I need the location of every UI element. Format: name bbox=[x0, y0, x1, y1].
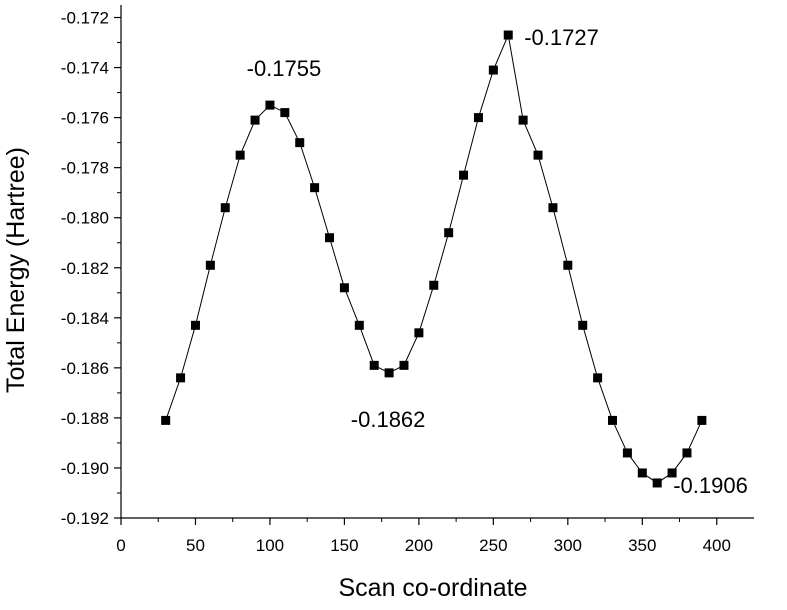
y-axis-title: Total Energy (Hartree) bbox=[2, 147, 30, 393]
data-point bbox=[384, 368, 394, 378]
series-line-group bbox=[165, 33, 703, 484]
y-tick-label: -0.186 bbox=[61, 359, 109, 378]
data-point bbox=[608, 415, 618, 425]
data-point bbox=[682, 448, 692, 458]
x-tick-label: 50 bbox=[186, 536, 205, 555]
data-point bbox=[176, 373, 186, 383]
x-tick-label: 200 bbox=[405, 536, 433, 555]
x-tick-label: 300 bbox=[554, 536, 582, 555]
data-point bbox=[235, 150, 245, 160]
y-tick-label: -0.176 bbox=[61, 109, 109, 128]
data-point bbox=[503, 30, 513, 40]
y-tick-label: -0.188 bbox=[61, 409, 109, 428]
annotation-label: -0.1755 bbox=[247, 56, 322, 81]
axes bbox=[120, 5, 754, 519]
y-tick-label: -0.178 bbox=[61, 159, 109, 178]
data-point bbox=[399, 360, 409, 370]
annotation-label: -0.1862 bbox=[351, 407, 426, 432]
data-point bbox=[354, 320, 364, 330]
data-point bbox=[280, 108, 290, 118]
data-point bbox=[250, 115, 260, 125]
y-tick-label: -0.174 bbox=[61, 59, 109, 78]
data-point bbox=[205, 260, 215, 270]
annotation-label: -0.1906 bbox=[673, 473, 748, 498]
data-point bbox=[220, 203, 230, 213]
x-axis-title: Scan co-ordinate bbox=[338, 574, 527, 602]
data-point bbox=[444, 228, 454, 238]
data-point bbox=[473, 113, 483, 123]
y-tick-label: -0.182 bbox=[61, 259, 109, 278]
data-point bbox=[488, 65, 498, 75]
data-point bbox=[190, 320, 200, 330]
data-point bbox=[369, 360, 379, 370]
data-point bbox=[161, 415, 171, 425]
data-point bbox=[533, 150, 543, 160]
x-tick-label: 400 bbox=[703, 536, 731, 555]
x-ticks: 0 50 100 150 200 250 300 350 400 bbox=[116, 518, 731, 555]
data-point bbox=[265, 100, 275, 110]
x-tick-label: 100 bbox=[256, 536, 284, 555]
data-point bbox=[578, 320, 588, 330]
data-point bbox=[622, 448, 632, 458]
data-point bbox=[667, 468, 677, 478]
data-point bbox=[295, 138, 305, 148]
data-point bbox=[563, 260, 573, 270]
data-point bbox=[429, 280, 439, 290]
data-point bbox=[459, 170, 469, 180]
data-point bbox=[548, 203, 558, 213]
x-tick-label: 0 bbox=[116, 536, 125, 555]
x-tick-label: 350 bbox=[628, 536, 656, 555]
y-ticks: -0.192 -0.190 -0.188 -0.186 -0.184 -0.182 -0.1… bbox=[61, 9, 121, 528]
x-tick-label: 150 bbox=[330, 536, 358, 555]
y-tick-label: -0.172 bbox=[61, 9, 109, 28]
data-point bbox=[325, 233, 335, 243]
data-point bbox=[652, 478, 662, 488]
data-point bbox=[593, 373, 603, 383]
y-tick-label: -0.180 bbox=[61, 209, 109, 228]
y-tick-label: -0.190 bbox=[61, 459, 109, 478]
data-point bbox=[310, 183, 320, 193]
series-line bbox=[165, 33, 703, 484]
y-tick-label: -0.192 bbox=[61, 509, 109, 528]
annotation-label: -0.1727 bbox=[524, 25, 599, 50]
data-point bbox=[697, 415, 707, 425]
y-tick-label: -0.184 bbox=[61, 309, 109, 328]
data-point bbox=[414, 328, 424, 338]
markers-group bbox=[161, 30, 707, 488]
x-tick-label: 250 bbox=[479, 536, 507, 555]
data-point bbox=[518, 115, 528, 125]
annotations-group: -0.1755 -0.1727 -0.1862 -0.1906 bbox=[247, 25, 748, 498]
data-point bbox=[637, 468, 647, 478]
data-point bbox=[339, 283, 349, 293]
